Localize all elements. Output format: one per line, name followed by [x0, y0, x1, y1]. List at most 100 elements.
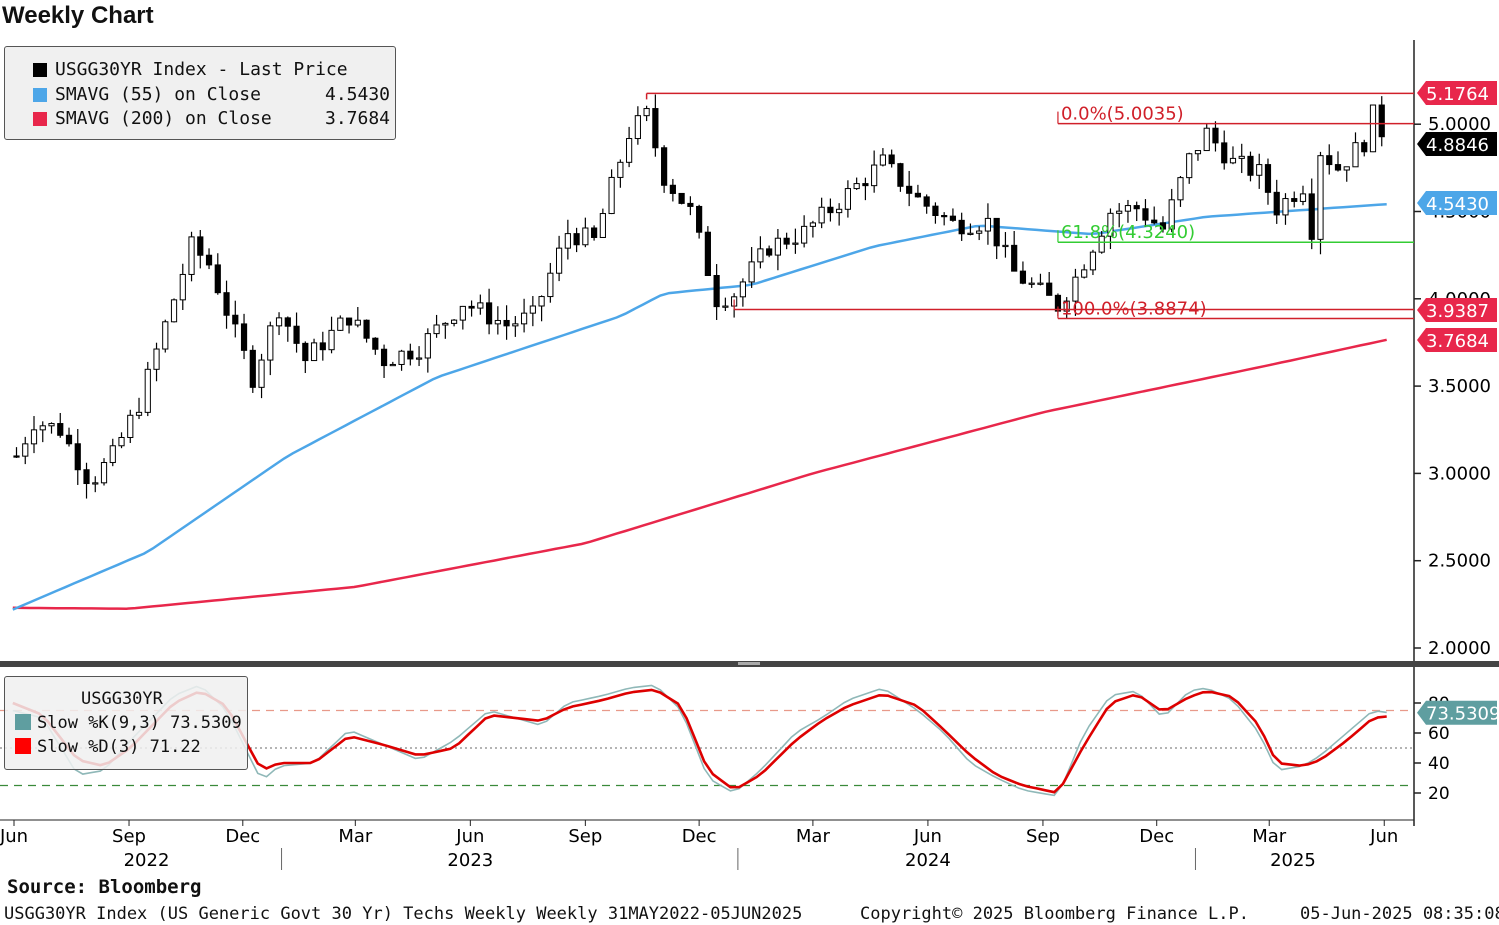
candle-body-20: [188, 236, 195, 275]
candle-body-61: [547, 272, 554, 298]
osc-value-tag-bg: [1417, 700, 1497, 725]
candle-body-53: [477, 302, 484, 309]
price-legend[interactable]: USGG30YR Index - Last Price SMAVG (55) o…: [4, 46, 396, 140]
candle-body-118: [1046, 282, 1053, 296]
candle-body-40: [363, 319, 370, 339]
candle-body-127: [1124, 205, 1132, 212]
candle-body-50: [450, 319, 458, 324]
candle-body-58: [520, 312, 528, 325]
osc-y-tick-label-0: 20: [1428, 784, 1450, 804]
candle-body-92: [818, 206, 825, 224]
candle-body-16: [153, 348, 160, 370]
candle-body-12: [118, 436, 125, 447]
candle-body-64: [573, 233, 580, 246]
candle-body-49: [442, 322, 449, 326]
candle-body-66: [591, 227, 598, 238]
value-tag-bg-3: [1417, 298, 1497, 322]
x-tick-label-12: Jun: [1369, 826, 1398, 847]
footer-copyright: Copyright© 2025 Bloomberg Finance L.P.: [860, 904, 1249, 924]
candle-body-101: [897, 163, 904, 187]
value-tag-label-3: 3.9387: [1426, 301, 1489, 322]
panel-divider-handle: [738, 662, 760, 665]
candle-body-151: [1334, 164, 1342, 171]
y-tick-label-2: 3.0000: [1428, 463, 1491, 484]
source-label: Source: Bloomberg: [7, 876, 202, 898]
candle-body-65: [582, 227, 589, 246]
legend-swatch-sma200: [33, 112, 47, 126]
candle-body-117: [1037, 282, 1044, 285]
candle-body-126: [1116, 210, 1123, 214]
candle-body-123: [1089, 251, 1097, 271]
candle-body-9: [92, 482, 99, 485]
candle-body-97: [862, 183, 869, 187]
candle-body-51: [459, 305, 466, 321]
candle-body-146: [1291, 198, 1298, 202]
candle-body-73: [652, 108, 659, 149]
candle-body-55: [494, 319, 501, 325]
candle-body-96: [853, 183, 860, 190]
value-tag-bg-4: [1417, 328, 1497, 352]
candle-body-156: [1378, 104, 1385, 138]
legend-value-sma200: 3.7684: [325, 108, 391, 129]
value-tag-label-0: 5.1764: [1426, 84, 1489, 105]
candle-body-128: [1133, 205, 1140, 210]
candle-body-22: [205, 254, 213, 266]
x-tick-label-3: Mar: [338, 826, 373, 847]
candle-body-77: [687, 202, 694, 207]
candle-body-32: [293, 325, 300, 344]
candle-body-149: [1317, 155, 1324, 240]
candle-body-113: [1002, 244, 1009, 248]
candle-body-62: [555, 247, 563, 274]
y-tick-label-0: 2.0000: [1428, 638, 1491, 659]
candle-body-105: [932, 205, 939, 217]
candle-body-3: [39, 425, 46, 431]
candle-body-4: [48, 423, 55, 427]
x-tick-label-4: Jun: [455, 826, 484, 847]
candle-body-112: [993, 217, 1000, 247]
candle-body-63: [564, 233, 571, 249]
candle-body-74: [661, 147, 668, 186]
legend-swatch-sma55: [33, 88, 47, 102]
osc-y-tick-label-1: 40: [1428, 754, 1450, 774]
x-tick-label-0: Jun: [0, 826, 28, 847]
oscillator-legend[interactable]: USGG30YR Slow %K(9,3) 73.5309 Slow %D(3)…: [4, 676, 248, 770]
candle-body-37: [337, 317, 344, 331]
candle-body-59: [529, 305, 536, 314]
candle-body-81: [722, 305, 729, 308]
candle-body-39: [354, 319, 361, 326]
candle-body-0: [13, 455, 20, 458]
value-tag-0: [1417, 81, 1497, 105]
candle-body-44: [398, 350, 405, 365]
candle-body-150: [1326, 155, 1333, 166]
candle-body-15: [144, 368, 151, 413]
x-tick-label-1: Sep: [112, 826, 146, 847]
candle-body-116: [1028, 282, 1035, 285]
candle-body-76: [678, 192, 685, 204]
candle-body-25: [232, 314, 239, 325]
legend-label-sma55: SMAVG (55) on Close: [55, 84, 261, 105]
x-year-label-0: 2022: [124, 850, 170, 871]
y-tick-label-3: 3.5000: [1428, 376, 1491, 397]
value-tag-label-2: 4.5430: [1426, 194, 1489, 215]
candle-body-6: [65, 434, 73, 445]
x-year-label-2: 2024: [905, 850, 951, 871]
candle-body-21: [197, 236, 204, 256]
candle-body-90: [801, 225, 808, 244]
candle-body-141: [1247, 155, 1254, 176]
candle-body-71: [634, 115, 641, 140]
candle-body-133: [1177, 177, 1184, 201]
candle-body-78: [696, 205, 703, 233]
candle-body-13: [127, 414, 134, 438]
candle-body-2: [30, 429, 38, 445]
x-tick-label-11: Mar: [1252, 826, 1287, 847]
candle-body-152: [1343, 166, 1350, 171]
sma55-line: [12, 202, 1387, 611]
candle-body-99: [879, 154, 887, 166]
candle-body-26: [240, 323, 248, 351]
x-tick-label-2: Dec: [225, 826, 260, 847]
candle-body-108: [958, 219, 965, 235]
candle-body-43: [389, 363, 396, 367]
legend-swatch-slow-d: [15, 738, 31, 754]
candle-body-27: [249, 349, 256, 388]
osc-y-tick-label-2: 60: [1428, 724, 1450, 744]
